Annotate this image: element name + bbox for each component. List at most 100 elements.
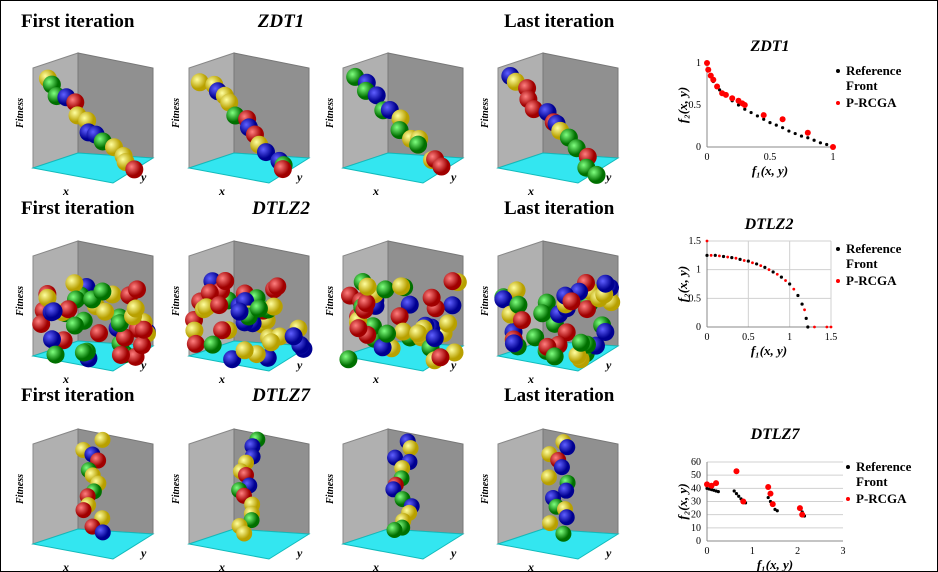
sphere — [262, 333, 280, 351]
axis-label: y — [139, 546, 147, 560]
point — [805, 317, 808, 320]
point — [813, 326, 816, 329]
point — [784, 279, 787, 282]
y-tick-label: 60 — [691, 457, 701, 468]
sphere — [541, 469, 557, 485]
y-axis-label: f₂(x, y) — [675, 87, 690, 123]
sphere — [542, 515, 558, 531]
legend-marker — [836, 101, 840, 105]
point — [780, 276, 783, 279]
panel-3d: Fitnessxy — [171, 429, 309, 571]
sphere — [559, 509, 575, 525]
x-tick-label: 1.5 — [825, 332, 838, 343]
point — [792, 288, 795, 291]
problem-label: ZDT1 — [257, 11, 304, 32]
y-tick-label: 1 — [696, 265, 701, 276]
sphere — [554, 459, 570, 475]
point — [806, 325, 809, 328]
legend-marker — [836, 279, 840, 283]
axis-label: x — [527, 184, 534, 198]
point — [765, 484, 771, 490]
y-tick-label: 20 — [691, 510, 701, 521]
sphere — [513, 311, 531, 329]
x-tick-label: 0 — [705, 332, 710, 343]
point — [775, 124, 778, 127]
legend-marker — [836, 247, 840, 251]
y-tick-label: 0 — [696, 322, 701, 333]
row-label: First iteration — [21, 385, 135, 406]
point — [776, 509, 779, 512]
sphere — [546, 347, 564, 365]
point — [742, 102, 748, 108]
legend-entry: Reference Front — [846, 63, 931, 93]
point — [722, 255, 725, 258]
x-axis-label: f₁(x, y) — [752, 163, 788, 178]
sphere — [274, 160, 292, 178]
sphere — [349, 319, 367, 337]
sphere — [112, 346, 130, 364]
row-label: Last iteration — [504, 198, 615, 219]
point — [825, 326, 828, 329]
legend-entry: P-RCGA — [856, 491, 938, 506]
x-tick-label: 1 — [750, 546, 755, 557]
row-label: Last iteration — [504, 385, 615, 406]
axis-label: Fitness — [15, 286, 26, 317]
point — [805, 130, 811, 136]
legend-marker — [846, 465, 850, 469]
row-label: First iteration — [21, 198, 135, 219]
sphere — [588, 166, 606, 184]
point — [797, 505, 803, 511]
legend-label: Reference Front — [846, 63, 901, 93]
sphere — [443, 272, 461, 290]
legend-marker — [836, 69, 840, 73]
point — [729, 95, 735, 101]
panel-wall — [33, 429, 78, 544]
panel-3d: Fitnessxy — [325, 429, 463, 571]
axis-label: y — [449, 170, 457, 184]
point — [759, 264, 762, 267]
point — [705, 67, 711, 73]
sphere — [96, 303, 114, 321]
point — [704, 60, 710, 66]
sphere — [376, 280, 394, 298]
panel-wall — [189, 429, 234, 544]
point — [825, 143, 828, 146]
axis-label: y — [295, 358, 303, 372]
sphere — [210, 296, 228, 314]
point — [740, 499, 746, 505]
y-tick-label: 0 — [696, 536, 701, 547]
point — [714, 84, 720, 90]
legend-label: P-RCGA — [846, 95, 897, 110]
axis-label: Fitness — [325, 474, 336, 505]
sphere — [125, 160, 143, 178]
point — [714, 254, 717, 257]
y-axis-label: f₂(x, y) — [675, 483, 690, 519]
point — [788, 282, 791, 285]
y-tick-label: 1.5 — [689, 236, 702, 247]
sphere — [75, 344, 93, 362]
panel-3d: Fitnessxy — [325, 241, 467, 386]
axis-label: Fitness — [15, 98, 26, 129]
point — [813, 139, 816, 142]
sphere — [128, 280, 146, 298]
point — [830, 144, 836, 150]
sphere — [231, 303, 249, 321]
axis-label: y — [295, 546, 303, 560]
legend-entry: P-RCGA — [846, 273, 931, 288]
panel-wall — [234, 53, 309, 158]
point — [806, 136, 809, 139]
axis-label: x — [218, 184, 225, 198]
sphere — [357, 294, 375, 312]
x-tick-label: 1 — [787, 332, 792, 343]
sphere — [66, 317, 84, 335]
y-tick-label: 0.5 — [689, 100, 702, 111]
panel-wall — [343, 429, 388, 544]
legend-label: P-RCGA — [846, 273, 897, 288]
legend-label: P-RCGA — [856, 491, 907, 506]
y-tick-label: 10 — [691, 523, 701, 534]
x-tick-label: 0.5 — [764, 152, 777, 163]
sphere — [216, 272, 234, 290]
x-tick-label: 0 — [705, 152, 710, 163]
point — [776, 273, 779, 276]
